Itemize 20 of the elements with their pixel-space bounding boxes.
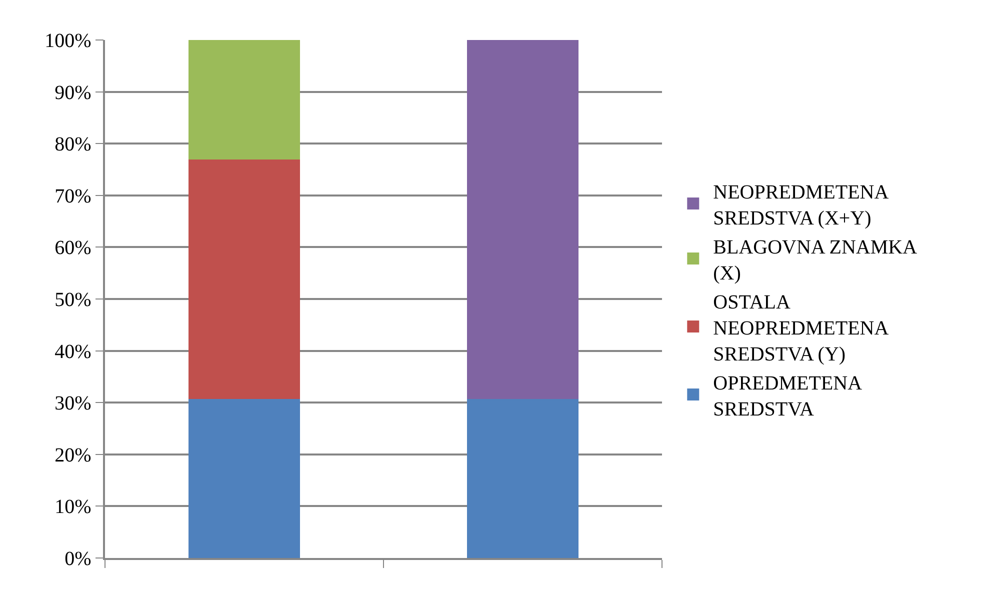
bar [467,398,578,558]
y-tick-label: 20% [54,444,92,466]
y-tick-label: 30% [54,392,92,415]
y-tick-label: 80% [54,134,92,156]
legend-label: NEOPREDMETENA SREDSTVA (X+Y) [713,181,890,230]
y-tick-label: 10% [54,496,92,518]
bar [467,40,578,399]
legend-label: OPREDMETENA SREDSTVA [713,372,863,420]
bar [188,398,300,558]
y-tick-label: 40% [54,340,92,363]
y-tick-label: 70% [54,185,92,208]
y-tick-label: 60% [54,237,92,260]
bar [188,40,300,160]
legend-label: BLAGOVNA ZNAMKA (X) [713,236,918,284]
y-tick-label: 90% [54,82,92,104]
legend-label: OSTALA NEOPREDMETENA SREDSTVA (Y) [713,291,890,366]
bar [188,160,300,399]
y-tick-label: 0% [64,548,92,570]
y-tick-label: 100% [44,30,92,52]
y-tick-label: 50% [54,289,92,311]
